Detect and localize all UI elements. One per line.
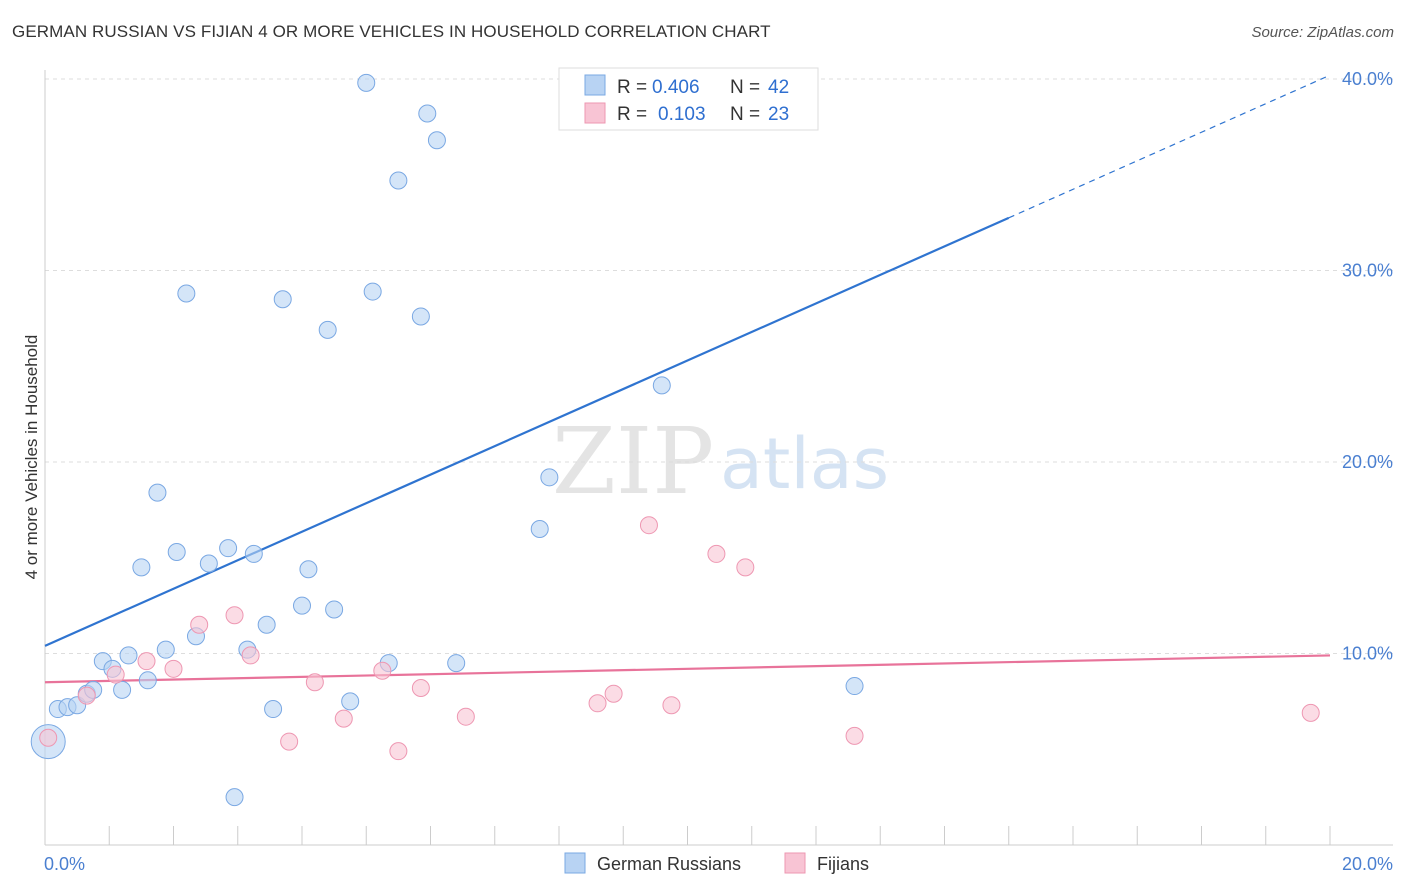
point-german-russians[interactable] [156, 640, 175, 659]
legend-swatch-german-russians [584, 74, 606, 96]
point-fijians[interactable] [736, 558, 755, 577]
y-tick-label: 10.0% [1342, 644, 1393, 664]
point-german-russians[interactable] [132, 558, 151, 577]
point-german-russians[interactable] [264, 700, 283, 719]
point-fijians[interactable] [280, 732, 299, 751]
point-fijians[interactable] [707, 544, 726, 563]
point-fijians[interactable] [137, 652, 156, 671]
y-tick-label: 40.0% [1342, 69, 1393, 89]
trend-lines [44, 74, 1331, 684]
point-fijians[interactable] [588, 694, 607, 713]
point-german-russians[interactable] [530, 520, 549, 539]
point-german-russians[interactable] [148, 483, 167, 502]
point-german-russians[interactable] [447, 654, 466, 673]
point-fijians[interactable] [106, 665, 125, 684]
point-fijians[interactable] [164, 659, 183, 678]
point-fijians[interactable] [39, 728, 58, 747]
point-german-russians[interactable] [177, 284, 196, 303]
legend-r-label-1: R = [617, 77, 647, 98]
point-german-russians[interactable] [167, 543, 186, 562]
point-fijians[interactable] [662, 696, 681, 715]
legend-n-label-2: N = [730, 104, 760, 125]
stats-legend: R = 0.406 N = 42 R = 0.103 N = 23 [558, 67, 819, 131]
point-fijians[interactable] [77, 686, 96, 705]
point-german-russians[interactable] [845, 677, 864, 696]
point-german-russians[interactable] [652, 376, 671, 395]
point-german-russians[interactable] [199, 554, 218, 573]
y-tick-labels: 10.0% 20.0% 30.0% 40.0% [1342, 69, 1393, 664]
point-german-russians[interactable] [418, 104, 437, 123]
point-fijians[interactable] [456, 707, 475, 726]
legend-n-label-1: N = [730, 77, 760, 98]
point-german-russians[interactable] [325, 600, 344, 619]
point-german-russians[interactable] [225, 788, 244, 807]
legend-r-value-2: 0.103 [658, 104, 706, 125]
point-fijians[interactable] [241, 646, 260, 665]
point-fijians[interactable] [845, 726, 864, 745]
point-german-russians[interactable] [293, 596, 311, 615]
point-german-russians[interactable] [244, 544, 263, 563]
point-fijians[interactable] [1301, 703, 1320, 722]
point-fijians[interactable] [190, 615, 209, 634]
trend-line-fijians [44, 654, 1331, 684]
data-points [30, 73, 1320, 807]
point-german-russians[interactable] [540, 468, 559, 487]
series-legend: German Russians Fijians [564, 852, 869, 874]
point-fijians[interactable] [334, 709, 353, 728]
series-legend-label-german-russians[interactable]: German Russians [597, 854, 741, 874]
y-tick-label: 20.0% [1342, 452, 1393, 472]
trend-line-german-russians-extension [1008, 74, 1331, 219]
point-fijians[interactable] [225, 606, 244, 625]
point-german-russians[interactable] [257, 615, 276, 634]
point-fijians[interactable] [411, 678, 430, 697]
gridlines [45, 78, 1393, 654]
point-german-russians[interactable] [119, 646, 138, 665]
point-german-russians[interactable] [411, 307, 430, 326]
point-german-russians[interactable] [299, 560, 318, 579]
y-tick-label: 30.0% [1342, 261, 1393, 281]
x-axis-ticks [44, 826, 1331, 845]
legend-r-value-1: 0.406 [652, 77, 700, 98]
point-german-russians[interactable] [427, 131, 446, 150]
point-german-russians[interactable] [389, 171, 408, 190]
series-legend-swatch-german-russians[interactable] [564, 852, 586, 874]
point-german-russians[interactable] [219, 539, 238, 558]
chart-title: GERMAN RUSSIAN VS FIJIAN 4 OR MORE VEHIC… [12, 22, 771, 41]
point-german-russians[interactable] [273, 290, 292, 309]
point-fijians[interactable] [389, 742, 408, 761]
watermark: ZIP atlas [552, 408, 889, 515]
point-german-russians[interactable] [363, 282, 382, 301]
x-tick-label-max: 20.0% [1342, 854, 1393, 874]
point-german-russians[interactable] [138, 671, 157, 690]
point-german-russians[interactable] [113, 680, 132, 699]
point-fijians[interactable] [305, 673, 324, 692]
point-fijians[interactable] [373, 661, 392, 680]
y-axis-title: 4 or more Vehicles in Household [22, 335, 41, 580]
watermark-atlas: atlas [720, 423, 889, 505]
point-fijians[interactable] [639, 516, 658, 535]
series-legend-swatch-fijians[interactable] [784, 852, 806, 874]
point-german-russians[interactable] [318, 320, 337, 339]
legend-n-value-1: 42 [768, 77, 789, 98]
legend-n-value-2: 23 [768, 104, 789, 125]
x-tick-label-min: 0.0% [44, 854, 85, 874]
source-credit: Source: ZipAtlas.com [1251, 24, 1394, 41]
point-german-russians[interactable] [341, 692, 360, 711]
legend-r-label-2: R = [617, 104, 647, 125]
trend-line-german-russians [44, 216, 1010, 647]
point-fijians[interactable] [604, 684, 623, 703]
point-german-russians[interactable] [357, 73, 376, 92]
series-legend-label-fijians[interactable]: Fijians [817, 854, 869, 874]
legend-swatch-fijians [584, 102, 606, 124]
